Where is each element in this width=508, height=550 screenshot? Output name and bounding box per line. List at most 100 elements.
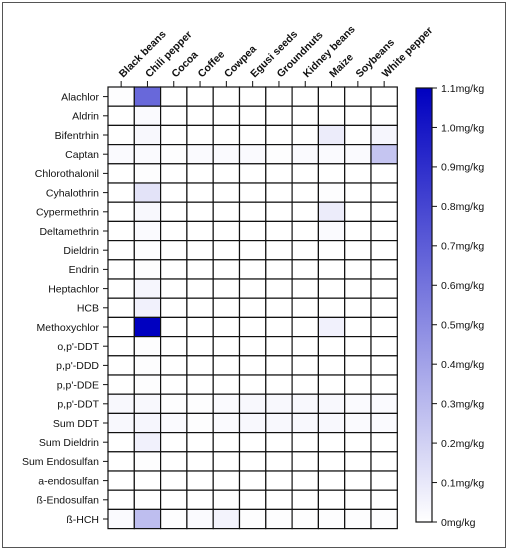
heatmap-cell — [133, 182, 162, 203]
heatmap-cell — [133, 336, 162, 357]
heatmap-cell — [107, 182, 135, 203]
heatmap-cell — [344, 259, 372, 280]
heatmap-cell — [344, 105, 372, 126]
heatmap-cell — [186, 336, 214, 357]
heatmap-cell — [344, 432, 372, 453]
heatmap-cell — [291, 470, 320, 491]
heatmap-cell — [107, 432, 135, 453]
row-label: p,p'-DDE — [57, 379, 99, 391]
heatmap-cell — [107, 316, 135, 338]
heatmap-cell — [186, 374, 214, 395]
row-label: Methoxychlor — [37, 322, 100, 334]
heatmap-cell — [238, 489, 267, 511]
heatmap-cell — [160, 86, 188, 107]
row-label: Aldrin — [72, 111, 99, 123]
heatmap-cell — [370, 124, 398, 146]
heatmap-cell — [133, 470, 162, 491]
heatmap-cell — [160, 470, 188, 491]
colorbar-tick-label: 0.2mg/kg — [441, 438, 484, 450]
heatmap-cell — [265, 278, 293, 299]
heatmap-cell — [265, 182, 293, 203]
heatmap-cell — [238, 508, 267, 530]
row-label: Sum Dieldrin — [39, 437, 99, 449]
heatmap-cell — [133, 393, 162, 415]
heatmap-cell — [238, 259, 267, 280]
heatmap-cell — [317, 374, 346, 395]
heatmap-cell — [107, 144, 135, 165]
heatmap-cell — [317, 278, 346, 299]
heatmap-cell — [212, 220, 241, 242]
heatmap-cell — [186, 470, 214, 491]
heatmap-cell — [160, 336, 188, 357]
heatmap-cell — [212, 316, 241, 338]
heatmap-cell — [317, 393, 346, 415]
row-label: ß-Endosulfan — [37, 495, 100, 507]
row-label: HCB — [77, 303, 99, 315]
heatmap-cell — [238, 182, 267, 203]
row-label: Sum Endosulfan — [22, 456, 99, 468]
heatmap-cell — [370, 393, 398, 415]
heatmap-cell — [291, 240, 320, 261]
heatmap-cell — [133, 451, 162, 472]
heatmap-cell — [291, 393, 320, 415]
heatmap-cell — [370, 182, 398, 203]
heatmap-cell — [265, 220, 293, 242]
heatmap-cell — [317, 259, 346, 280]
heatmap-cell — [107, 470, 135, 491]
heatmap-cell — [133, 124, 162, 146]
colorbar-tick-label: 0.5mg/kg — [441, 320, 484, 332]
heatmap-cell — [370, 374, 398, 395]
heatmap-cell — [212, 201, 241, 222]
row-label: Alachlor — [61, 91, 99, 103]
heatmap-cell — [265, 105, 293, 126]
heatmap-cell — [265, 470, 293, 491]
heatmap-cell — [238, 470, 267, 491]
heatmap-cell — [344, 489, 372, 511]
heatmap-cell — [265, 316, 293, 338]
heatmap-cell — [186, 182, 214, 203]
colorbar-tick-label: 0.8mg/kg — [441, 201, 484, 213]
heatmap-cell — [291, 259, 320, 280]
heatmap-cell — [107, 336, 135, 357]
heatmap-cell — [317, 144, 346, 165]
heatmap-cell — [238, 144, 267, 165]
heatmap-cell — [265, 144, 293, 165]
heatmap-cell — [370, 412, 398, 434]
heatmap-cell — [344, 374, 372, 395]
heatmap-cell — [317, 240, 346, 261]
heatmap-cell — [160, 124, 188, 146]
heatmap-cell — [107, 374, 135, 395]
heatmap-cell — [186, 144, 214, 165]
heatmap-cell — [317, 220, 346, 242]
row-label: Sum DDT — [53, 418, 100, 430]
heatmap-cell — [317, 470, 346, 491]
heatmap-cell — [291, 201, 320, 222]
heatmap-cell — [291, 355, 320, 376]
heatmap-cell — [107, 508, 135, 530]
heatmap-cell — [317, 489, 346, 511]
heatmap-cell — [107, 297, 135, 319]
row-label: Deltamethrin — [39, 226, 99, 238]
heatmap-cell — [160, 105, 188, 126]
heatmap-cell — [238, 163, 267, 184]
heatmap-cell — [344, 412, 372, 434]
heatmap-cell — [370, 336, 398, 357]
heatmap-cell — [344, 124, 372, 146]
heatmap-cell — [186, 220, 214, 242]
heatmap-cell — [265, 508, 293, 530]
heatmap-cell — [317, 124, 346, 146]
heatmap-cell — [370, 144, 398, 165]
heatmap-cell — [317, 355, 346, 376]
heatmap-cell — [107, 201, 135, 222]
heatmap-cell — [133, 374, 162, 395]
heatmap-cell — [344, 451, 372, 472]
heatmap-cell — [291, 508, 320, 530]
heatmap-cell — [212, 124, 241, 146]
heatmap-cell — [133, 86, 162, 107]
heatmap-cell — [317, 412, 346, 434]
heatmap-cell — [238, 393, 267, 415]
heatmap-cell — [133, 278, 162, 299]
heatmap-cell — [370, 220, 398, 242]
heatmap-cell — [238, 451, 267, 472]
heatmap-cell — [291, 105, 320, 126]
